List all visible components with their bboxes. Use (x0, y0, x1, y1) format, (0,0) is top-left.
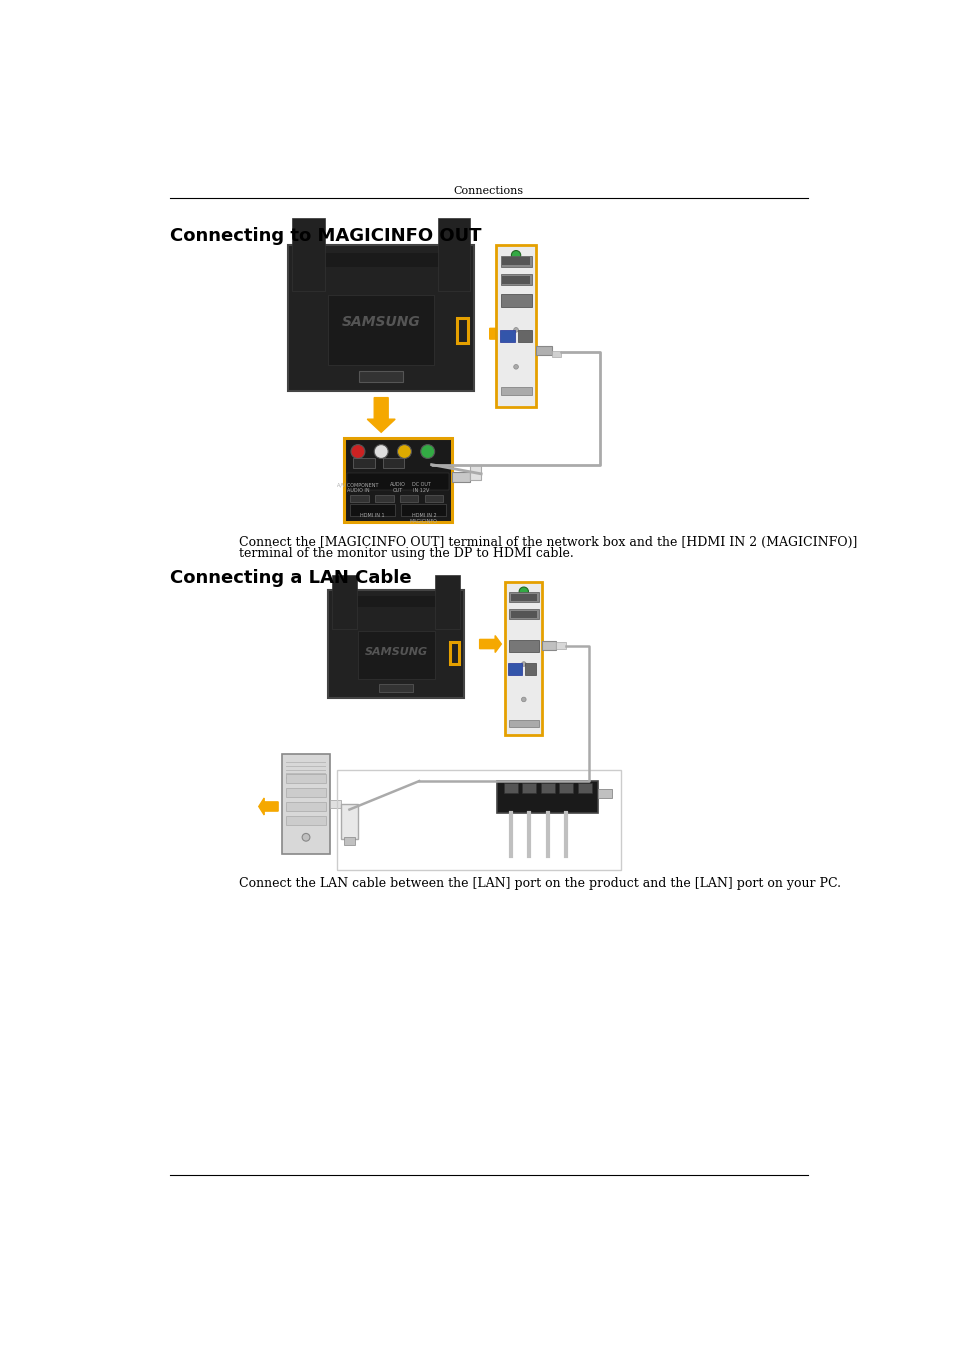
FancyBboxPatch shape (288, 246, 474, 392)
Text: HDMI IN 1: HDMI IN 1 (360, 513, 385, 518)
Bar (509, 640, 537, 652)
Bar (332, 575, 356, 629)
Text: A/V COMPONENT
AUDIO IN: A/V COMPONENT AUDIO IN (336, 482, 378, 493)
Bar (350, 494, 369, 502)
Circle shape (521, 662, 525, 667)
Bar (286, 788, 326, 798)
Bar (330, 801, 340, 809)
Bar (510, 594, 537, 601)
Circle shape (351, 444, 365, 459)
Bar (450, 643, 459, 664)
Text: Connecting a LAN Cable: Connecting a LAN Cable (170, 568, 411, 586)
Bar (536, 346, 551, 355)
FancyBboxPatch shape (282, 755, 330, 855)
FancyBboxPatch shape (497, 782, 598, 814)
Bar (286, 815, 326, 825)
Polygon shape (489, 324, 513, 344)
Bar (378, 684, 413, 691)
Bar (500, 387, 531, 394)
Bar (286, 774, 326, 783)
Text: DC OUT
IN 12V: DC OUT IN 12V (412, 482, 431, 493)
Bar (286, 778, 326, 779)
FancyBboxPatch shape (340, 805, 357, 838)
Bar (344, 837, 355, 845)
Bar (540, 783, 555, 794)
Bar (598, 788, 612, 798)
Bar (332, 597, 459, 608)
Text: SAMSUNG: SAMSUNG (341, 315, 420, 329)
FancyBboxPatch shape (496, 246, 536, 406)
Bar (503, 783, 517, 794)
Circle shape (397, 444, 411, 459)
Text: AUDIO
OUT: AUDIO OUT (390, 482, 406, 493)
Bar (286, 802, 326, 811)
Text: Connecting to MAGICINFO OUT: Connecting to MAGICINFO OUT (170, 227, 480, 246)
Bar (286, 765, 326, 767)
Text: Connect the LAN cable between the [LAN] port on the product and the [LAN] port o: Connect the LAN cable between the [LAN] … (239, 878, 841, 891)
Bar (292, 219, 324, 292)
Circle shape (302, 833, 310, 841)
Bar (510, 612, 537, 618)
Bar (521, 783, 536, 794)
Circle shape (518, 587, 528, 597)
FancyBboxPatch shape (505, 582, 542, 734)
Bar (456, 319, 468, 343)
Bar (578, 783, 592, 794)
Polygon shape (258, 798, 278, 815)
Bar (437, 219, 470, 292)
Bar (509, 609, 537, 620)
Bar (350, 504, 395, 516)
Text: HDMI IN 2
MAGICINFO: HDMI IN 2 MAGICINFO (410, 513, 437, 524)
Bar (375, 494, 394, 502)
Polygon shape (367, 398, 395, 432)
Circle shape (511, 251, 520, 259)
Bar (292, 252, 470, 267)
Bar (399, 494, 418, 502)
Bar (499, 329, 515, 342)
Text: SAMSUNG: SAMSUNG (364, 647, 428, 656)
Bar (509, 721, 537, 728)
Bar (357, 630, 435, 679)
Bar (542, 641, 556, 651)
Circle shape (513, 328, 517, 332)
Bar (435, 575, 459, 629)
Text: terminal of the monitor using the DP to HDMI cable.: terminal of the monitor using the DP to … (239, 547, 574, 560)
Bar (359, 371, 402, 382)
Bar (469, 464, 480, 481)
FancyBboxPatch shape (344, 437, 452, 522)
Text: Connect the [MAGICINFO OUT] terminal of the network box and the [HDMI IN 2 (MAGI: Connect the [MAGICINFO OUT] terminal of … (239, 536, 857, 549)
Bar (401, 504, 446, 516)
Bar (556, 643, 565, 648)
Bar (508, 663, 521, 675)
FancyBboxPatch shape (328, 590, 464, 698)
Bar (500, 294, 531, 306)
Polygon shape (479, 636, 500, 652)
Bar (382, 458, 404, 468)
Bar (558, 783, 573, 794)
Bar (524, 663, 536, 675)
Bar (286, 769, 326, 771)
Circle shape (420, 444, 435, 459)
Bar (286, 761, 326, 763)
Bar (347, 472, 449, 490)
Circle shape (374, 444, 388, 459)
Bar (500, 256, 531, 267)
Circle shape (521, 697, 525, 702)
Bar (509, 593, 537, 602)
Bar (424, 494, 443, 502)
Bar (353, 458, 375, 468)
Bar (500, 274, 531, 285)
Bar (551, 351, 560, 356)
Circle shape (513, 364, 517, 369)
Bar (286, 774, 326, 775)
Bar (452, 471, 469, 482)
Bar (328, 296, 434, 364)
Bar (517, 329, 531, 342)
Text: Connections: Connections (454, 186, 523, 196)
Bar (501, 275, 530, 284)
Bar (501, 258, 530, 265)
